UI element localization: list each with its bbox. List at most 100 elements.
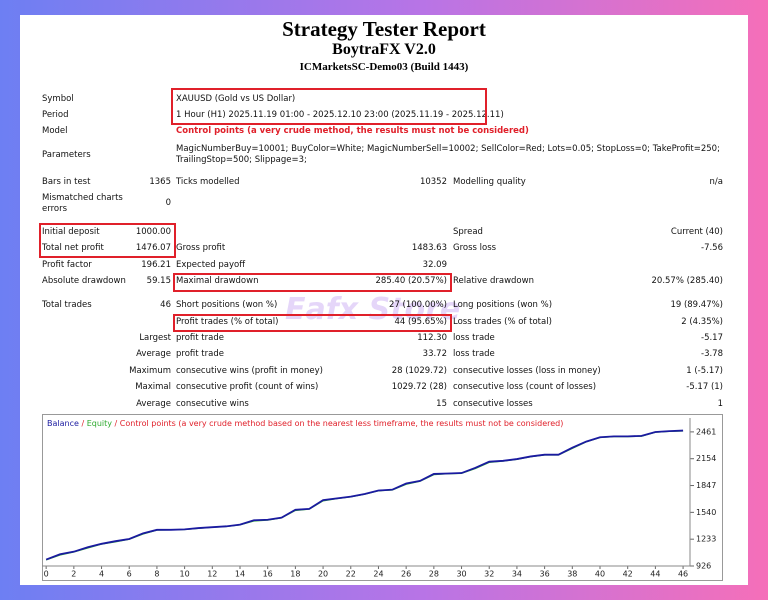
row-label: consecutive loss (count of losses)	[453, 382, 597, 392]
row-label: Period	[42, 110, 69, 120]
row-label: Relative drawdown	[453, 276, 534, 286]
x-tick-label: 12	[207, 570, 217, 579]
y-tick-label: 1540	[696, 508, 716, 517]
row-value: 27 (100.00%)	[389, 300, 447, 310]
series-line	[45, 429, 684, 561]
x-tick-label: 44	[650, 570, 660, 579]
row-label: Gross loss	[453, 243, 497, 253]
legend-entry: Balance	[47, 419, 79, 428]
row-label: Parameters	[42, 150, 91, 160]
row-value: 1	[717, 399, 723, 409]
x-tick-label: 46	[678, 570, 688, 579]
row-label: Model	[42, 126, 68, 136]
row-heading: Average	[136, 349, 171, 359]
row-value: 1483.63	[411, 243, 447, 253]
highlight	[39, 223, 176, 258]
row-label: Long positions (won %)	[453, 300, 553, 310]
row-heading: Maximum	[129, 366, 171, 376]
row-label: Maximal drawdown	[176, 276, 259, 286]
highlight	[173, 314, 452, 332]
row-value: 20.57% (285.40)	[651, 276, 724, 286]
row-value: 59.15	[146, 276, 171, 286]
x-tick-label: 36	[540, 570, 550, 579]
row-value: 285.40 (20.57%)	[375, 276, 448, 286]
row-label: loss trade	[453, 349, 495, 359]
report-subtitle: BoytraFX V2.0	[332, 41, 436, 58]
row-label: Initial deposit	[42, 227, 100, 237]
x-tick-label: 30	[456, 570, 466, 579]
row-label: consecutive wins (profit in money)	[176, 366, 323, 376]
row-label: Short positions (won %)	[176, 300, 278, 310]
x-tick-label: 6	[127, 570, 132, 579]
row-value: 1029.72 (28)	[391, 382, 447, 392]
row-value: 10352	[419, 177, 447, 187]
row-label: Gross profit	[176, 243, 226, 253]
row-value: 112.30	[417, 333, 447, 343]
row-text: TrailingStop=500; Slippage=3;	[176, 155, 307, 165]
chart-frame	[42, 414, 723, 581]
row-heading: Maximal	[135, 382, 171, 392]
x-tick-label: 14	[235, 570, 245, 579]
row-value: Current (40)	[670, 227, 723, 237]
y-tick-label: 2154	[696, 454, 716, 463]
x-tick-label: 32	[484, 570, 494, 579]
highlight	[171, 88, 487, 125]
y-tick-label: 926	[696, 562, 711, 571]
row-label: Mismatched charts errors	[42, 193, 123, 214]
legend-separator: /	[115, 419, 118, 428]
legend-note: Control points (a very crude method base…	[120, 419, 564, 428]
row-value: 32.09	[422, 260, 447, 270]
row-value: -7.56	[701, 243, 723, 253]
row-value: -3.78	[701, 349, 723, 359]
row-label: Spread	[453, 227, 483, 237]
y-tick-label: 1847	[696, 481, 716, 490]
x-tick-label: 24	[373, 570, 383, 579]
row-heading: Largest	[139, 333, 171, 343]
row-text: MagicNumberBuy=10001; BuyColor=White; Ma…	[176, 144, 720, 154]
y-tick-label: 1233	[696, 535, 716, 544]
report-title: Strategy Tester Report	[282, 17, 486, 41]
row-value: -5.17 (1)	[686, 382, 723, 392]
row-label: Bars in test	[42, 177, 91, 187]
y-tick-label: 2461	[696, 427, 716, 436]
row-label: Total trades	[42, 300, 92, 310]
row-value: 1365	[149, 177, 171, 187]
x-tick-label: 4	[99, 570, 104, 579]
row-label: consecutive profit (count of wins)	[176, 382, 319, 392]
row-label: Symbol	[42, 94, 74, 104]
x-tick-label: 26	[401, 570, 411, 579]
x-tick-label: 42	[623, 570, 633, 579]
row-label: Profit factor	[42, 260, 92, 270]
row-value: 196.21	[141, 260, 171, 270]
row-value: 2 (4.35%)	[681, 317, 723, 327]
x-tick-label: 40	[595, 570, 605, 579]
row-value: 0	[165, 198, 171, 208]
row-label: Total net profit	[42, 243, 104, 253]
legend-entry: Equity	[87, 419, 113, 428]
row-label: consecutive losses	[453, 399, 533, 409]
row-heading: Average	[136, 399, 171, 409]
row-text: Control points (a very crude method, the…	[176, 126, 529, 136]
row-value: 15	[436, 399, 447, 409]
row-label: Profit trades (% of total)	[176, 317, 279, 327]
x-tick-label: 34	[512, 570, 522, 579]
row-label: Absolute drawdown	[42, 276, 126, 286]
row-value: 1476.07	[135, 243, 171, 253]
row-value: 1 (-5.17)	[686, 366, 723, 376]
x-tick-label: 22	[346, 570, 356, 579]
x-tick-label: 2	[71, 570, 76, 579]
row-label: consecutive losses (loss in money)	[453, 366, 601, 376]
row-label: profit trade	[176, 349, 224, 359]
server: ICMarketsSC-Demo03 (Build 1443)	[299, 61, 469, 73]
row-value: 33.72	[422, 349, 447, 359]
row-label: Expected payoff	[176, 260, 246, 270]
highlight	[173, 273, 452, 292]
x-tick-label: 38	[567, 570, 577, 579]
x-tick-label: 20	[318, 570, 328, 579]
row-value: n/a	[709, 177, 723, 187]
x-tick-label: 10	[180, 570, 190, 579]
row-value: 46	[160, 300, 171, 310]
row-label: Modelling quality	[453, 177, 526, 187]
